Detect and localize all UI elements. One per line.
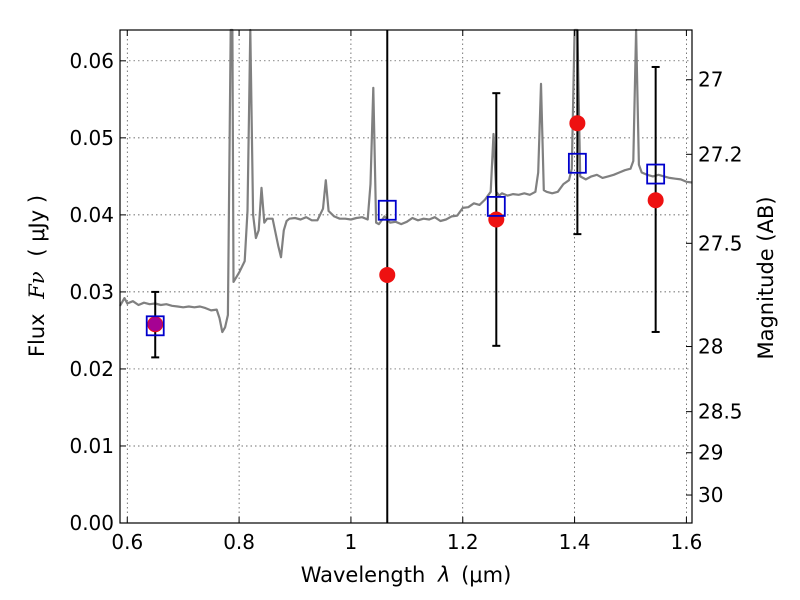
observed-points <box>147 115 664 333</box>
mag-tick-label: 28 <box>698 335 723 359</box>
observed-point <box>569 115 586 132</box>
model-point <box>377 199 397 221</box>
y-axis-label: Flux Fν ( μJy ) <box>25 195 49 357</box>
y-tick-label: 0.03 <box>69 280 114 304</box>
observed-point <box>379 266 396 283</box>
plot-frame <box>119 29 693 524</box>
model-point <box>486 196 506 217</box>
grid-lines <box>120 30 692 524</box>
x-tick-label: 1 <box>345 530 358 554</box>
mag-tick-label: 27.2 <box>698 142 743 166</box>
model-point <box>145 315 165 337</box>
error-bar <box>573 30 582 236</box>
overlap-point <box>148 317 163 332</box>
spectrum-line <box>119 28 693 334</box>
mag-tick-label: 27 <box>698 68 723 92</box>
y-tick-label: 0.04 <box>69 203 114 227</box>
model-point <box>646 163 666 185</box>
axis-ticks: 0.6 0.8 1 1.2 1.4 1.6 0.00 0.01 0.02 0.03 0.04 0.05… <box>69 30 743 554</box>
observed-point <box>647 192 664 209</box>
x-tick-label: 1.4 <box>559 530 591 554</box>
mag-tick-label: 27.5 <box>698 231 743 255</box>
x-tick-label: 1.6 <box>671 530 703 554</box>
model-point <box>567 152 587 174</box>
x-axis-label: Wavelength λ (μm) <box>301 563 512 587</box>
y-tick-label: 0.01 <box>69 434 114 458</box>
model-spectrum <box>119 28 693 334</box>
x-tick-label: 0.6 <box>111 530 143 554</box>
x-tick-label: 0.8 <box>223 530 255 554</box>
mag-tick-label: 29 <box>698 441 723 465</box>
model-points <box>145 152 666 337</box>
mag-tick-label: 28.5 <box>698 400 743 424</box>
x-tick-label: 1.2 <box>447 530 479 554</box>
observed-point <box>488 211 505 228</box>
y-tick-label: 0.00 <box>69 511 114 535</box>
y-tick-label: 0.02 <box>69 357 114 381</box>
mag-tick-label: 30 <box>698 483 723 507</box>
y2-axis-label: Magnitude (AB) <box>754 196 778 359</box>
y-tick-label: 0.06 <box>69 49 114 73</box>
y-tick-label: 0.05 <box>69 126 114 150</box>
